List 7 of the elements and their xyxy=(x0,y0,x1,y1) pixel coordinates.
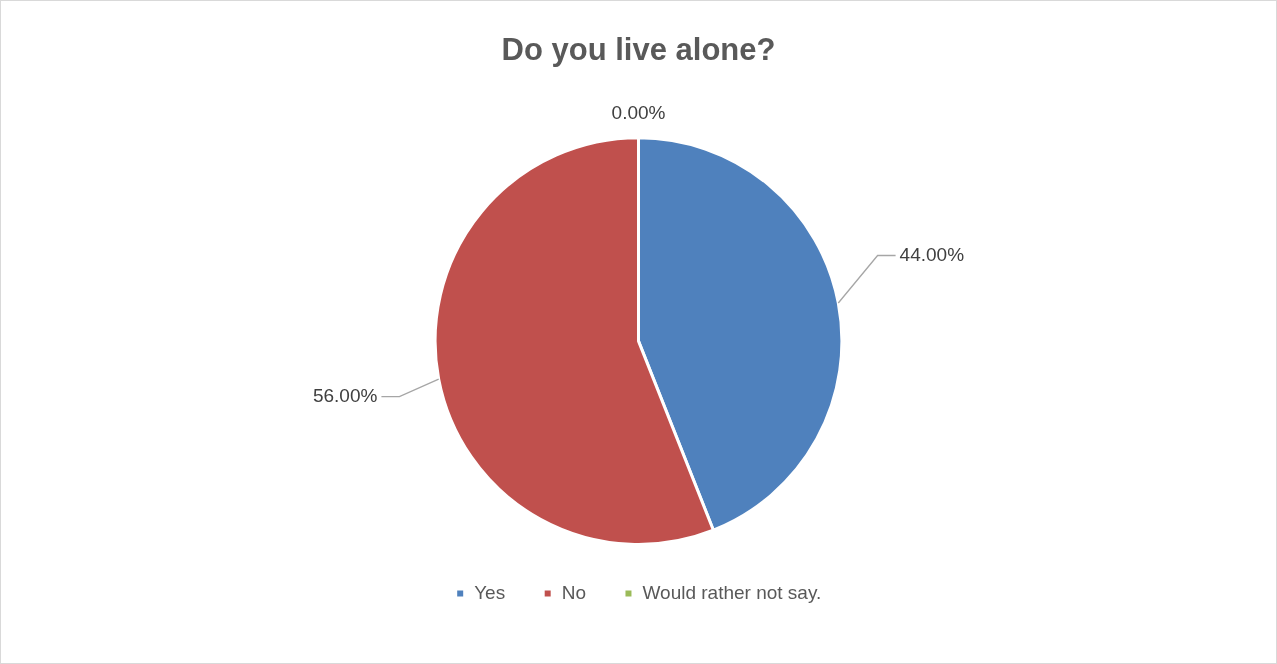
legend-label: No xyxy=(561,581,586,603)
chart-title: Do you live alone? xyxy=(501,32,776,68)
data-label: 44.00% xyxy=(899,243,965,265)
legend-label: Would rather not say. xyxy=(642,581,822,603)
legend-label: Yes xyxy=(474,581,506,603)
text: 0.00% xyxy=(611,102,666,124)
data-label: 56.00% xyxy=(312,384,378,406)
